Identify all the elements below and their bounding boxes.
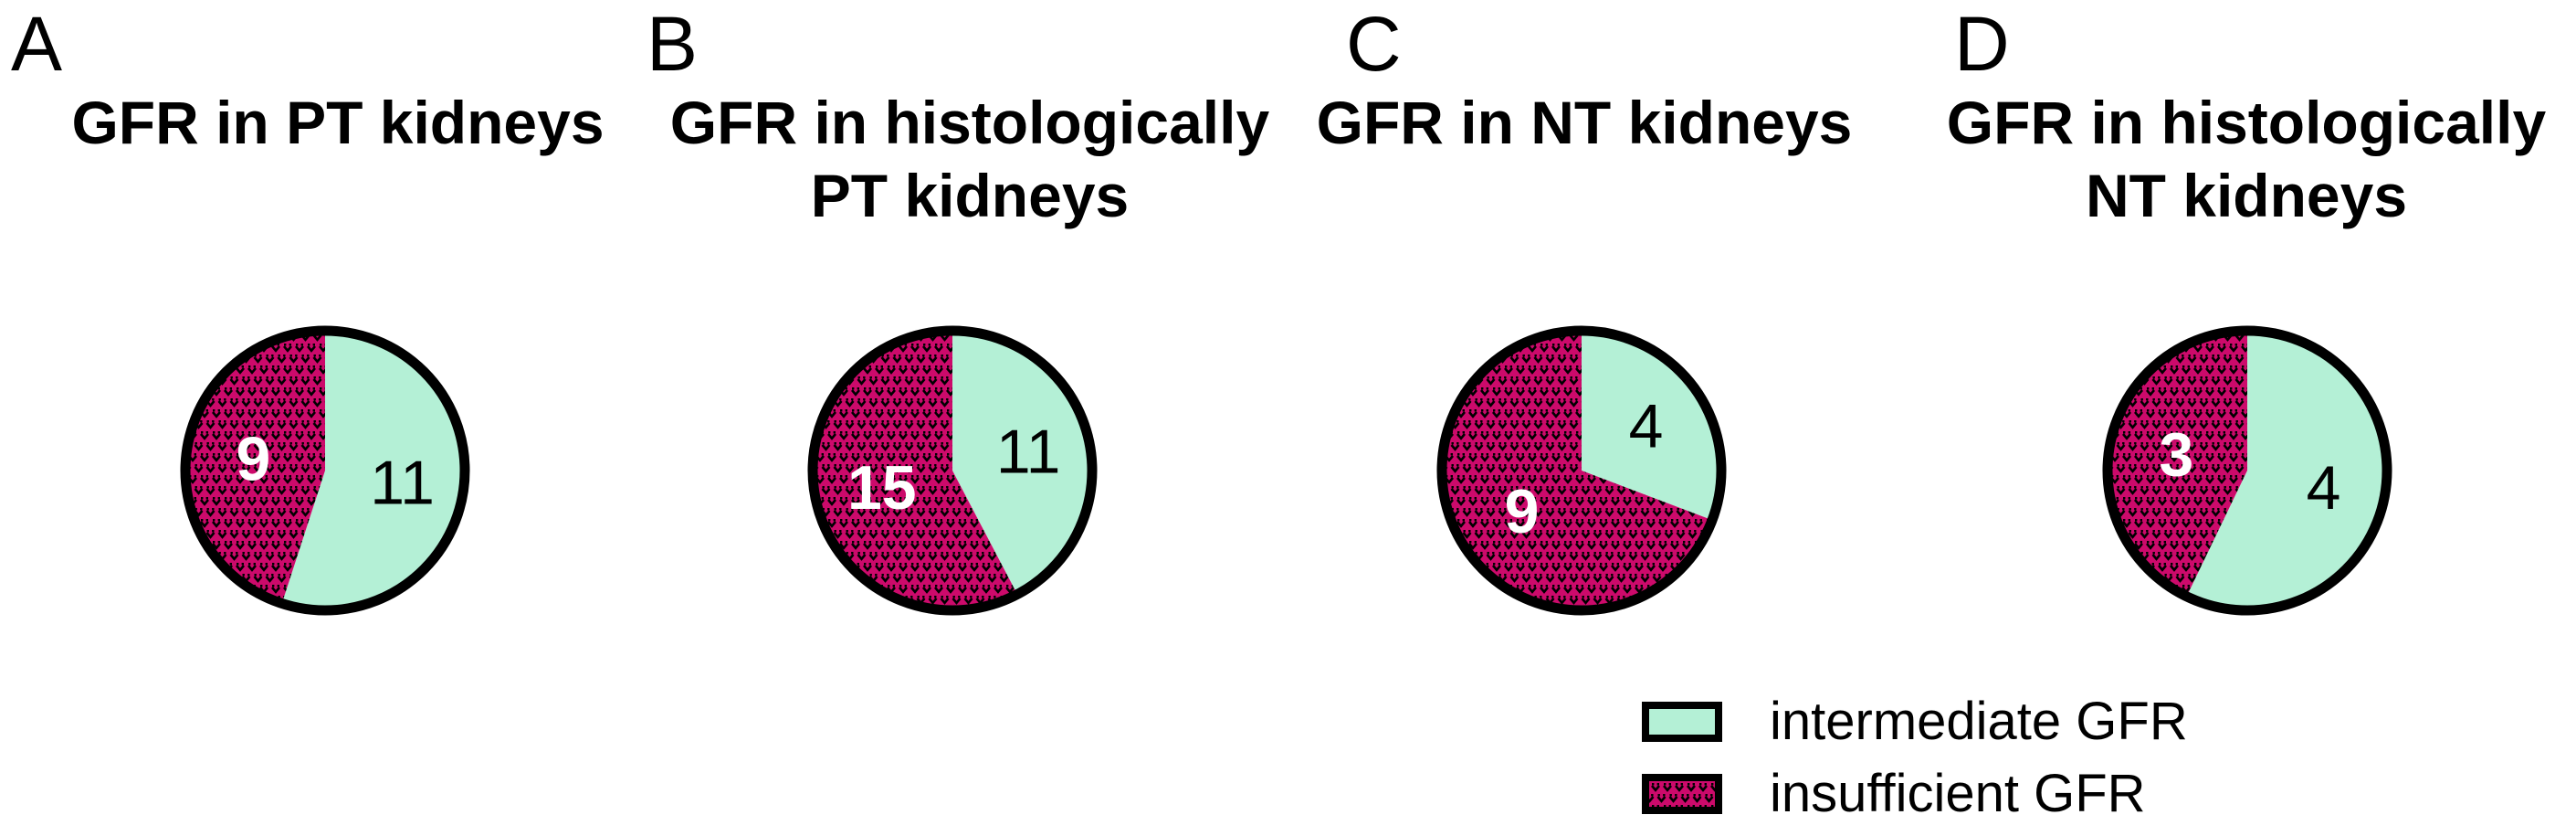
svg-text:3: 3 — [2159, 419, 2193, 489]
legend-label-insufficient: insufficient GFR — [1770, 764, 2146, 823]
legend-pattern-svg — [1649, 781, 1715, 807]
panel-title-c: GFR in NT kidneys — [1316, 89, 1853, 156]
svg-text:15: 15 — [847, 453, 917, 523]
legend-label-intermediate: intermediate GFR — [1770, 692, 2188, 751]
panel-title-a: GFR in PT kidneys — [71, 89, 605, 156]
legend-swatch-insufficient-icon — [1642, 774, 1722, 814]
panel-letter-d: D — [1954, 1, 2010, 87]
legend-item-insufficient: insufficient GFR — [1642, 767, 2188, 820]
pie-svg: 11 15 — [807, 325, 1098, 616]
panel-letter-a: A — [11, 1, 63, 87]
pie-chart-a: 11 9 — [174, 320, 476, 621]
legend-swatch-intermediate-icon — [1642, 702, 1722, 742]
panel-title-b: GFR in histologically PT kidneys — [669, 89, 1270, 229]
pie-svg: 43 — [2102, 325, 2392, 616]
panel-letter-b: B — [647, 1, 699, 87]
svg-text:4: 4 — [1629, 391, 1664, 460]
svg-text:11: 11 — [370, 448, 435, 517]
legend-item-intermediate: intermediate GFR — [1642, 695, 2188, 748]
pie-svg: 49 — [1436, 325, 1727, 616]
svg-text:11: 11 — [996, 418, 1061, 487]
pie-chart-b: 11 15 — [802, 320, 1103, 621]
svg-text:9: 9 — [1505, 477, 1540, 546]
pie-svg: 11 9 — [180, 325, 470, 616]
panel-title-d: GFR in histologically NT kidneys — [1946, 89, 2547, 229]
svg-text:4: 4 — [2307, 453, 2341, 523]
svg-text:9: 9 — [236, 425, 270, 494]
panel-letter-c: C — [1346, 1, 1402, 87]
legend: intermediate GFR insufficient GFR — [1642, 695, 2188, 836]
